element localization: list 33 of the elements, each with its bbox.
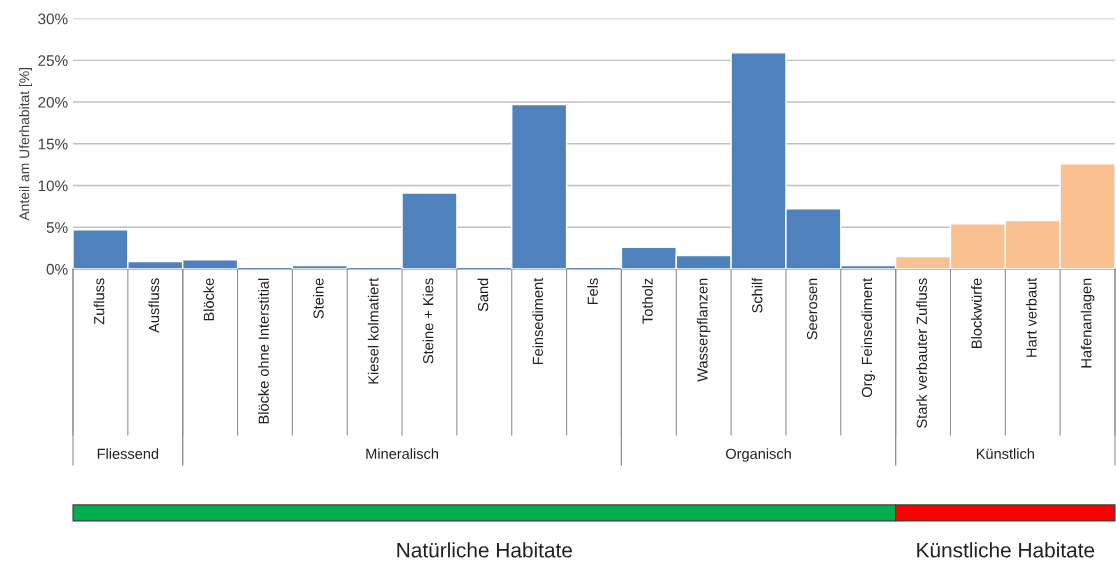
x-tick-label: Stark verbauter Zufluss — [916, 278, 927, 428]
y-tick-label: 15% — [38, 138, 68, 150]
x-tick-label: Steine — [312, 278, 324, 319]
x-tick-label: Kiesel kolmatiert — [367, 277, 379, 384]
x-tick-label: Wasserpflanzen — [696, 278, 711, 382]
x-tick-label: Hafenanlagen — [1080, 278, 1095, 368]
y-tick-label: 0% — [46, 263, 68, 275]
x-tick-label: Fels — [587, 278, 598, 305]
x-tick-label: Blockwürfe — [971, 278, 982, 348]
x-tick-label: Feinsediment — [532, 277, 544, 365]
y-tick-label: 5% — [46, 222, 68, 233]
x-tick-label: Hart verbaut — [1025, 277, 1037, 357]
y-tick-label: 25% — [38, 55, 68, 67]
text: Fliessend — [97, 448, 159, 459]
text: Künstlich — [976, 448, 1034, 459]
y-axis-title: Anteil am Uferhabitat [%] — [19, 67, 33, 221]
text: Mineralisch — [366, 448, 438, 459]
x-tick-label: Blöcke — [203, 278, 215, 321]
y-tick-label: 20% — [38, 96, 68, 108]
x-tick-label: Sand — [477, 278, 489, 312]
x-tick-label: Steine + Kies — [422, 278, 434, 364]
x-tick-label: Totholz — [642, 278, 653, 324]
x-tick-label: Schilf — [751, 277, 763, 313]
x-tick-label: Blöcke ohne Interstitial — [258, 278, 269, 424]
text: Natürliche Habitate — [397, 542, 572, 558]
text: Künstliche Habitate — [917, 542, 1095, 558]
x-tick-label: Ausfluss — [148, 278, 160, 333]
text: Organisch — [725, 448, 791, 462]
x-tick-label: Org. Feinsediment — [861, 277, 876, 398]
y-tick-label: 10% — [38, 180, 68, 192]
y-tick-label: 30% — [38, 13, 68, 25]
x-tick-label: Seerosen — [806, 278, 818, 340]
x-tick-label: Zufluss — [93, 278, 105, 325]
